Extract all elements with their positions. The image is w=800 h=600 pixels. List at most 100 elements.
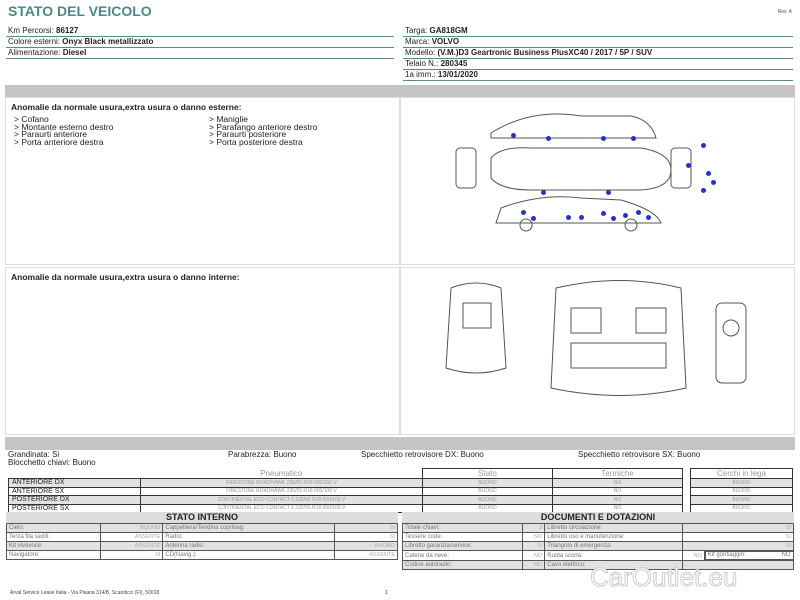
value: 280345 <box>440 59 468 68</box>
damage-marker <box>706 171 711 176</box>
value: NO <box>522 560 546 570</box>
value: (V.M.)D3 Geartronic Business PlusXC40 / … <box>437 48 653 57</box>
value: SI <box>681 532 795 542</box>
value: Onyx Black metallizzato <box>62 37 154 46</box>
footer-address: Arval Service Lease Italia - Via Pisana … <box>10 590 160 596</box>
value: ASSENTE <box>99 532 164 542</box>
label: Triangolo di emergenza: <box>544 541 683 551</box>
damage-marker <box>579 215 584 220</box>
revision-label: Rev. A <box>777 9 792 15</box>
damage-marker <box>701 143 706 148</box>
info-marca: Marca: VOLVO <box>403 37 793 48</box>
tyre-model: FIRESTONE ROADHAWK 235/55 R18 000/100 V <box>140 478 423 488</box>
exterior-damage-panel: Anomalie da normale usura,extra usura o … <box>5 97 400 265</box>
car-exterior-outline-icon <box>455 113 692 232</box>
label: Libretto uso e manutenzione: <box>544 532 683 542</box>
tyre-model: FIRESTONE ROADHAWK 235/55 R18 000/100 V <box>140 486 423 496</box>
cerchi-table: Cerchi in lega BUONO BUONO BUONO BUONO <box>690 468 793 513</box>
table-row: Catene da neve: NO Ruota scorta: NO Kit gonf… <box>401 550 794 561</box>
label: Modello: <box>405 48 436 57</box>
label: Totale chiavi: <box>401 523 524 533</box>
label: Tessere code: <box>401 532 524 542</box>
info-telaio: Telaio N.: 280345 <box>403 59 793 70</box>
value: 13/01/2020 <box>437 70 478 79</box>
value: SI <box>99 550 164 560</box>
damage-item: > Paraurti posteriore <box>209 129 287 139</box>
cerchi-value: BUONO <box>690 495 793 505</box>
value: VOLVO <box>431 37 460 46</box>
page-number: 1 <box>385 590 388 596</box>
specchietto-dx: Specchietto retrovisore DX: Buono <box>361 450 484 459</box>
table-row: BUONO <box>690 495 793 505</box>
page-title: STATO DEL VEICOLO <box>8 3 152 19</box>
damage-item: > Maniglie <box>209 114 248 124</box>
damage-marker <box>511 133 516 138</box>
value: ASSENTE <box>99 541 164 551</box>
value: BUONO <box>99 523 164 533</box>
damage-marker <box>601 136 606 141</box>
table-row: BUONO <box>690 486 793 496</box>
damage-marker <box>541 190 546 195</box>
info-modello: Modello: (V.M.)D3 Geartronic Business Pl… <box>403 48 793 59</box>
value: GA818GM <box>429 26 468 35</box>
label: Catene da neve: <box>401 550 524 561</box>
label: Alimentazione: <box>8 48 61 57</box>
label: Colore esterni: <box>8 37 61 46</box>
tyre-stato: BUONO <box>422 486 553 496</box>
table-row: ANTERIORE DX FIRESTONE ROADHAWK 235/55 R1… <box>8 478 683 488</box>
tyre-table: Pneumatico Stato Termiche ANTERIORE DX FIRE… <box>8 468 683 513</box>
label: Kit gonfiaggio: <box>707 552 746 558</box>
specchietto-sx: Specchietto retrovisore SX: Buono <box>578 450 701 459</box>
col-header: Termiche <box>552 468 683 479</box>
label: Radio: <box>162 532 336 542</box>
info-targa: Targa: GA818GM <box>403 26 793 37</box>
label: Cappelliera/Tendina copribag: <box>162 523 336 533</box>
tyre-model: CONTINENTAL ECO CONTACT 6 235/55 R18 000… <box>140 495 423 505</box>
info-alimentazione: Alimentazione: Diesel <box>6 48 394 59</box>
damage-marker <box>701 188 706 193</box>
table-row: Kit vivavoce: ASSENTE Antenna radio: BUONO <box>6 541 398 551</box>
label: Codice autoradio: <box>401 560 524 570</box>
table-row: Tessere code: NO Libretto uso e manutenzio… <box>401 532 795 542</box>
label: Terza fila sedili: <box>6 532 101 542</box>
interior-diagram <box>400 267 795 435</box>
info-immatricolazione: 1a imm.: 13/01/2020 <box>403 70 793 81</box>
separator-bar <box>5 437 795 450</box>
damage-item: > Porta posteriore destra <box>209 136 303 147</box>
damage-marker <box>531 216 536 221</box>
label: Libretto garanzia/service: <box>401 541 524 551</box>
blocchetto-chiavi: Blocchetto chiavi: Buono <box>8 458 96 467</box>
table-row: POSTERIORE DX CONTINENTAL ECO CONTACT 6 2… <box>8 495 683 505</box>
car-interior-outline-icon <box>445 280 747 396</box>
damage-marker <box>521 210 526 215</box>
value: SI <box>334 532 398 542</box>
label: Navigatore: <box>6 550 101 560</box>
damage-marker <box>631 136 636 141</box>
damage-marker <box>566 215 571 220</box>
interior-damage-panel: Anomalie da normale usura,extra usura o … <box>5 267 400 435</box>
vehicle-info-left: Km Percorsi: 86127 Colore esterni: Onyx … <box>6 26 394 59</box>
label: Targa: <box>405 26 428 35</box>
damage-marker <box>546 136 551 141</box>
damage-marker <box>601 211 606 216</box>
value: SI <box>522 541 546 551</box>
documenti-dotazioni: DOCUMENTI E DOTAZIONI Totale chiavi: 2 Lib… <box>401 512 795 570</box>
info-km: Km Percorsi: 86127 <box>6 26 394 37</box>
damage-marker <box>636 210 641 215</box>
vehicle-info-right: Targa: GA818GM Marca: VOLVO Modello: (V.… <box>403 26 793 81</box>
label: Kit vivavoce: <box>6 541 101 551</box>
value: SI <box>681 541 795 551</box>
col-header: Stato <box>422 468 553 479</box>
label: 1a imm.: <box>405 70 436 79</box>
separator-bar <box>5 85 795 97</box>
tyre-stato: BUONO <box>422 495 553 505</box>
cerchi-value: BUONO <box>690 486 793 496</box>
label: Marca: <box>405 37 430 46</box>
cerchi-value: BUONO <box>690 478 793 488</box>
tyre-position: ANTERIORE SX <box>8 486 141 496</box>
value: Diesel <box>62 48 87 57</box>
table-row: Navigatore: SI CD(Navig.): ASSENTE <box>6 550 398 560</box>
table-row: Totale chiavi: 2 Libretto circolazione: SI <box>401 523 795 533</box>
col-header: Cerchi in lega <box>690 468 793 479</box>
value <box>681 560 795 570</box>
